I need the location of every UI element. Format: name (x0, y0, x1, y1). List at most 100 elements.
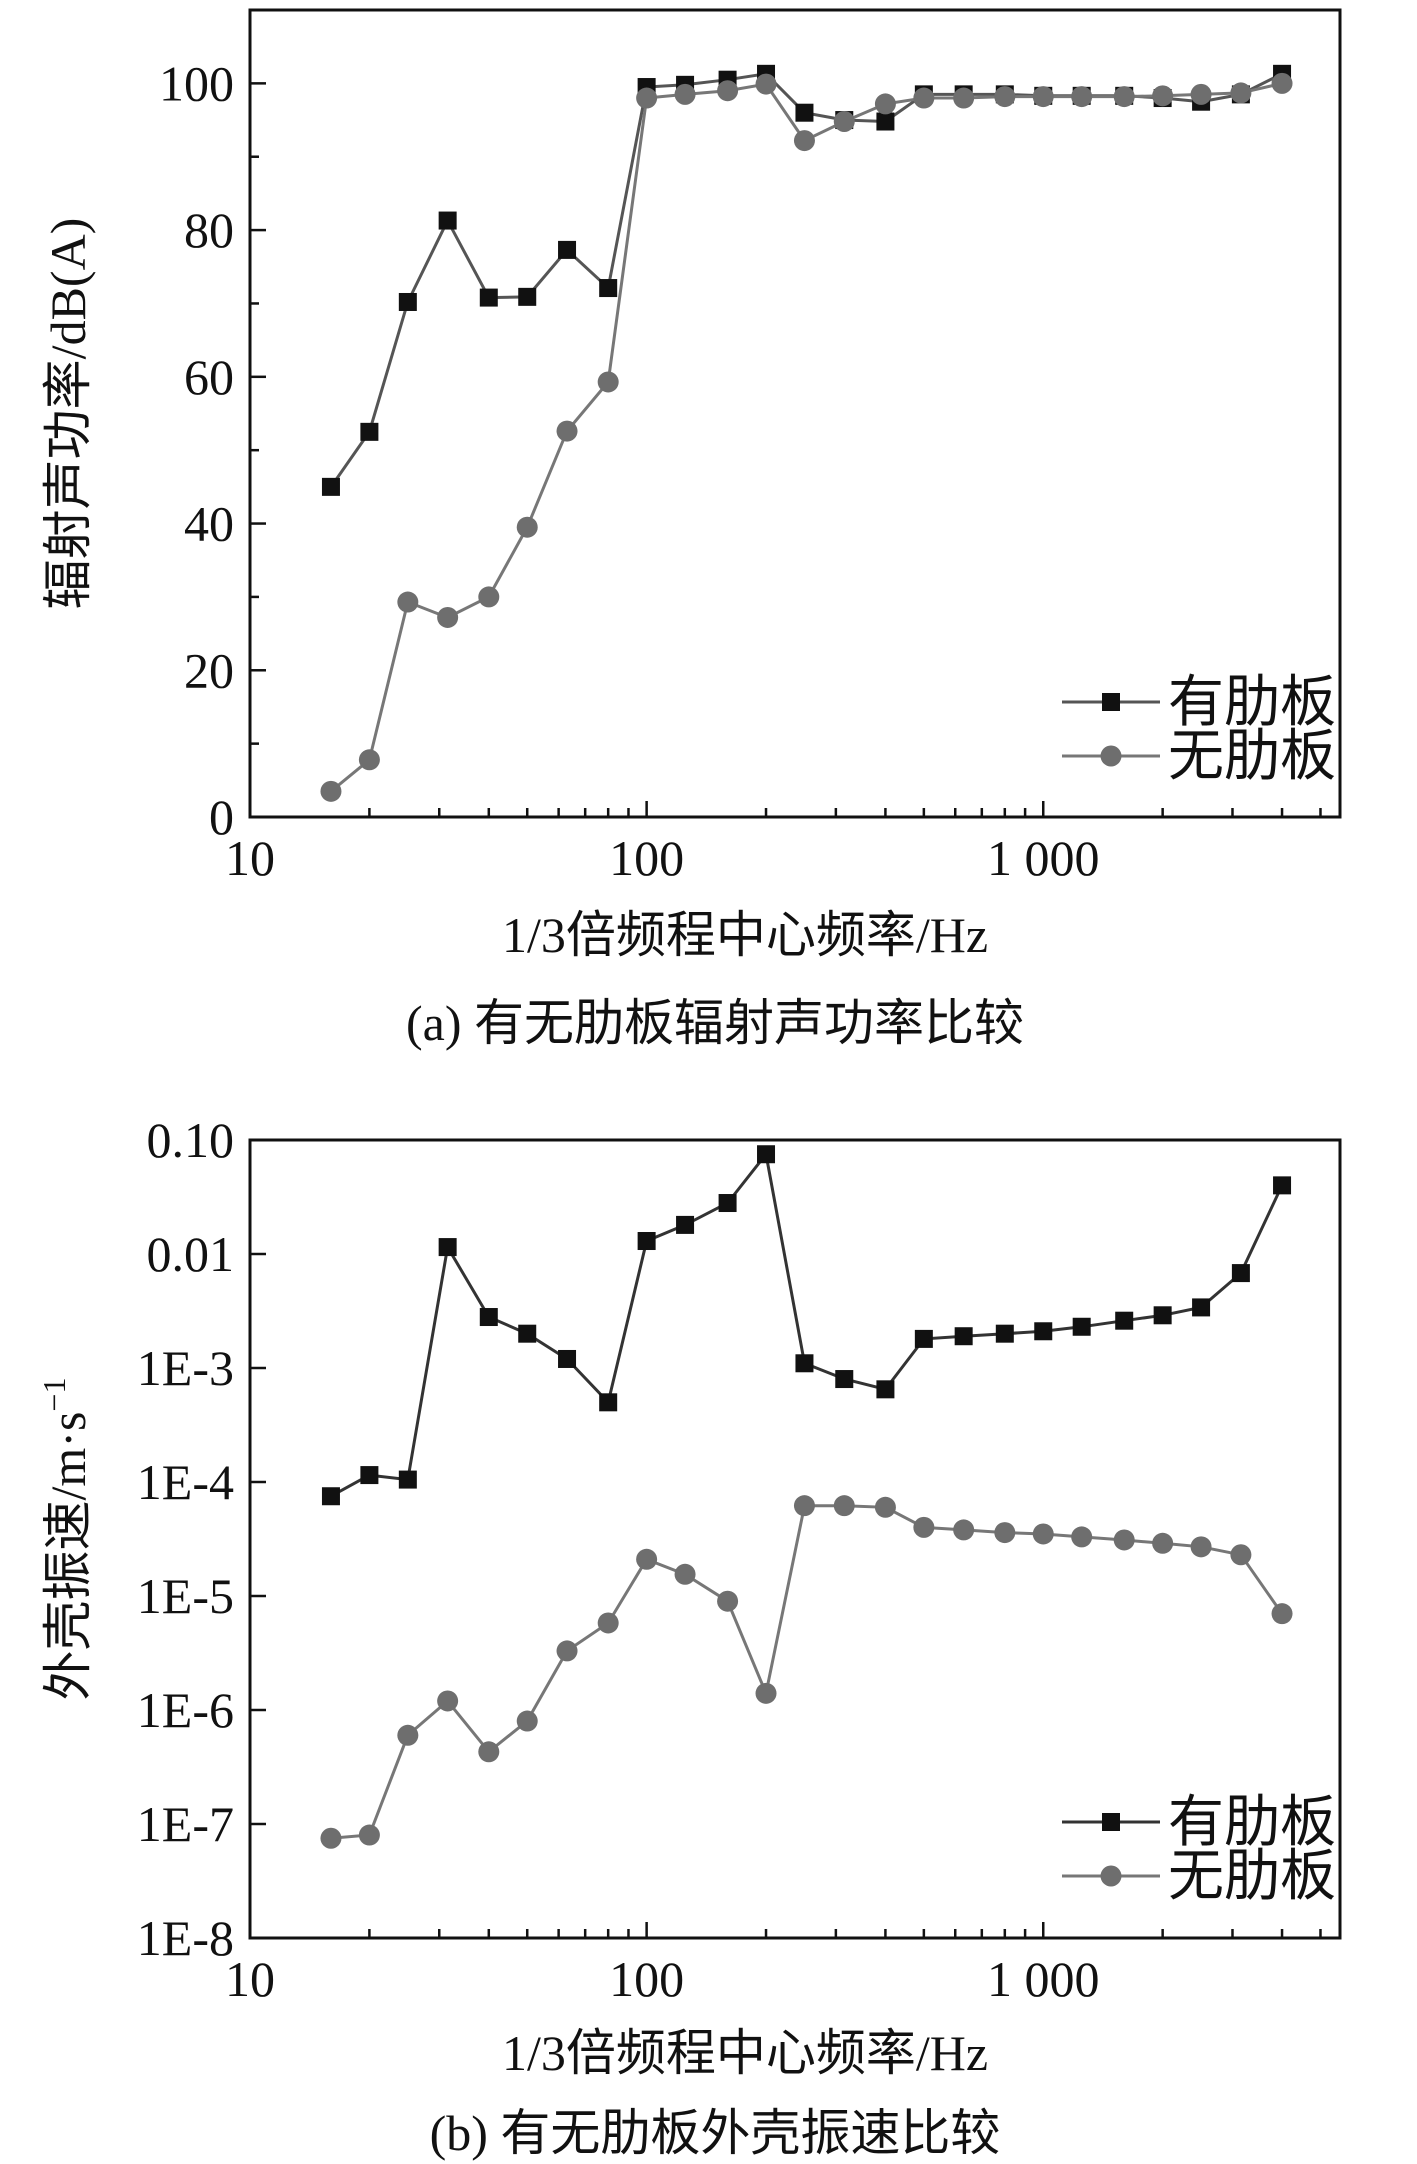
legend-marker (1100, 745, 1122, 767)
x-tick-label: 1 000 (987, 1951, 1100, 2007)
series-with-rib (321, 64, 1292, 496)
legend-label: 无肋板 (1168, 1846, 1336, 1908)
x-tick-label: 100 (609, 830, 684, 886)
data-point (599, 1393, 618, 1412)
data-point (755, 1682, 777, 1704)
data-point (674, 1563, 696, 1585)
y-tick-label: 100 (159, 55, 234, 111)
data-point (360, 1466, 379, 1485)
data-point (1113, 1529, 1135, 1551)
legend-label: 有肋板 (1168, 1792, 1336, 1854)
y-tick-label: 1E-4 (137, 1454, 234, 1510)
data-point (674, 83, 696, 105)
data-point (1230, 82, 1252, 104)
series-line (330, 81, 1283, 793)
data-point (757, 1145, 776, 1164)
legend-marker (1102, 1813, 1120, 1831)
y-tick-label: 0.01 (147, 1226, 235, 1282)
y-axis-title-text: 辐射声功率/dB(A) (40, 218, 96, 610)
data-point (518, 1324, 537, 1343)
y-tick-label: 80 (184, 202, 234, 258)
data-point (478, 1741, 500, 1763)
y-tick-label: 0 (209, 789, 234, 845)
data-point (1230, 1544, 1252, 1566)
y-tick-label: 60 (184, 349, 234, 405)
x-tick-label: 100 (609, 1951, 684, 2007)
data-point (833, 111, 855, 133)
data-point (717, 1590, 739, 1612)
data-point (793, 1495, 815, 1517)
data-point (954, 1327, 973, 1346)
y-axis-title-superscript: −1 (36, 1378, 72, 1412)
data-point (795, 1354, 814, 1373)
data-point (1115, 1311, 1134, 1330)
y-tick-label: 40 (184, 496, 234, 552)
data-point (636, 1548, 658, 1570)
data-point (1231, 1264, 1250, 1283)
y-axis-title: 外壳振速/m·s−1 (36, 1378, 96, 1701)
y-tick-label: 1E-6 (137, 1682, 234, 1738)
data-point (874, 93, 896, 115)
data-point (320, 1827, 342, 1849)
chart-panel-b: 10 100 1 000 1E-8 1E-7 1E-6 1E-5 1E-4 1E-3 0.01 0.… (36, 1112, 1342, 2161)
data-point (1072, 1317, 1091, 1336)
data-point (597, 1612, 619, 1634)
y-tick-label: 20 (184, 642, 234, 698)
data-point (793, 130, 815, 152)
data-point (438, 1238, 457, 1257)
data-point (556, 420, 578, 442)
data-point (994, 1522, 1016, 1544)
data-point (599, 279, 618, 298)
y-axis-title: 辐射声功率/dB(A) (40, 218, 96, 610)
y-tick-label: 1E-8 (137, 1910, 234, 1966)
data-point (995, 1324, 1014, 1343)
figure-caption: (a) 有无肋板辐射声功率比较 (406, 995, 1024, 1051)
data-point (953, 87, 975, 109)
data-point (994, 86, 1016, 108)
data-point (913, 1516, 935, 1538)
data-point (1273, 1176, 1292, 1195)
data-point (597, 371, 619, 393)
data-point (360, 422, 379, 441)
y-tick-label: 1E-3 (137, 1340, 234, 1396)
data-point (1192, 1298, 1211, 1317)
data-point (479, 288, 498, 307)
series-without-rib (320, 72, 1293, 802)
data-point (913, 87, 935, 109)
data-point (518, 287, 537, 306)
plot-frame (248, 8, 1342, 819)
data-point (876, 1380, 895, 1399)
data-point (914, 1329, 933, 1348)
data-point (437, 606, 459, 628)
data-point (437, 1690, 459, 1712)
data-point (1190, 1536, 1212, 1558)
data-point (1152, 1532, 1174, 1554)
legend-marker (1100, 1865, 1122, 1887)
data-point (876, 112, 895, 131)
data-point (438, 211, 457, 230)
data-point (398, 1470, 417, 1489)
data-point (1271, 1603, 1293, 1625)
data-point (1032, 86, 1054, 108)
data-point (953, 1519, 975, 1541)
chart-panel-a: 10 100 1 000 0 20 40 60 80 100 辐射声功率/dB(A) 1/3倍频程中… (40, 8, 1342, 1051)
data-point (835, 1370, 854, 1389)
data-point (556, 1640, 578, 1662)
legend-label: 有肋板 (1168, 672, 1336, 734)
data-point (478, 586, 500, 608)
legend-marker (1102, 693, 1120, 711)
data-point (321, 477, 340, 496)
x-axis-title: 1/3倍频程中心频率/Hz (502, 2025, 988, 2081)
data-point (755, 73, 777, 95)
series-without-rib (320, 1495, 1293, 1849)
y-tick-label: 0.10 (147, 1112, 235, 1168)
data-point (636, 87, 658, 109)
data-point (833, 1495, 855, 1517)
data-point (516, 1710, 538, 1732)
data-point (1271, 72, 1293, 94)
x-tick-label: 10 (225, 830, 275, 886)
data-point (558, 240, 577, 259)
